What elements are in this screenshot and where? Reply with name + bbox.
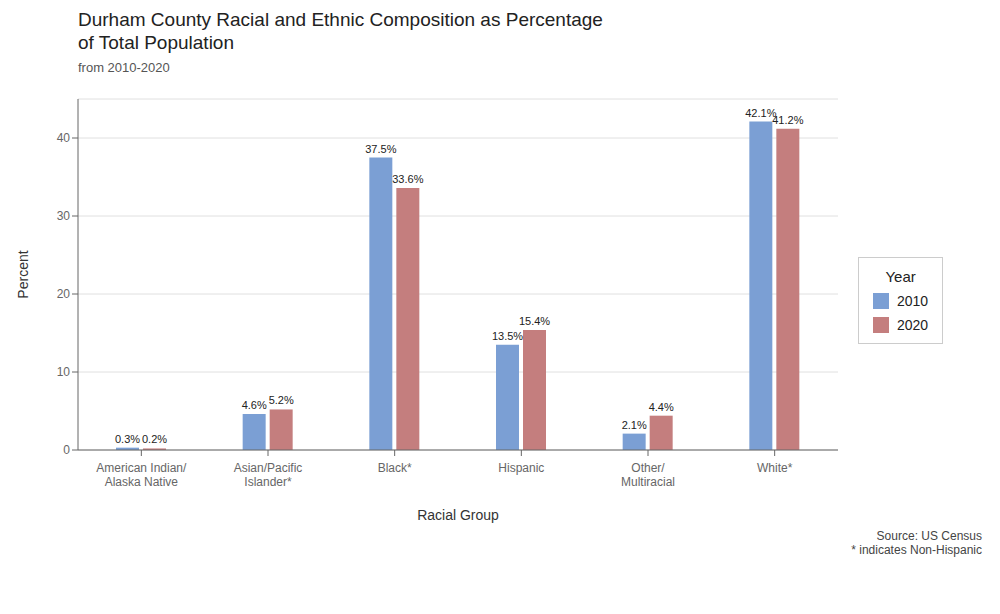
svg-text:42.1%: 42.1%: [745, 106, 777, 119]
svg-text:0.3%: 0.3%: [115, 433, 140, 445]
svg-text:American Indian/Alaska Native: American Indian/Alaska Native: [96, 461, 187, 489]
svg-text:2.1%: 2.1%: [622, 419, 647, 431]
svg-text:Black*: Black*: [378, 461, 412, 475]
svg-text:0.2%: 0.2%: [142, 433, 167, 445]
html-text:Year: Year: [885, 267, 916, 285]
svg-text:33.6%: 33.6%: [392, 173, 423, 185]
svg-text:30: 30: [57, 209, 71, 223]
html-text:2020: 2020: [897, 316, 929, 333]
svg-text:4.6%: 4.6%: [242, 399, 267, 411]
html-text:from 2010-2020: from 2010-2020: [78, 60, 170, 75]
svg-text:40: 40: [57, 131, 71, 145]
html-text:Source: US Census * indicates: Source: US Census * indicates Non-Hispan…: [851, 529, 982, 557]
svg-text:Racial Group: Racial Group: [417, 507, 499, 523]
svg-text:13.5%: 13.5%: [492, 330, 523, 342]
html-text:Durham County Racial and Ethni: Durham County Racial and Ethnic Composit…: [78, 9, 603, 53]
svg-text:41.2%: 41.2%: [772, 114, 803, 126]
svg-text:Percent: Percent: [15, 250, 31, 298]
svg-text:Asian/PacificIslander*: Asian/PacificIslander*: [234, 461, 303, 489]
svg-text:0: 0: [63, 443, 70, 457]
svg-text:Hispanic: Hispanic: [498, 461, 544, 475]
html-text:2010: 2010: [897, 292, 929, 309]
svg-text:37.5%: 37.5%: [365, 143, 396, 155]
svg-text:White*: White*: [757, 461, 793, 475]
svg-text:20: 20: [57, 287, 71, 301]
svg-text:15.4%: 15.4%: [519, 315, 550, 327]
svg-text:5.2%: 5.2%: [269, 394, 294, 406]
svg-text:Other/Multiracial: Other/Multiracial: [621, 461, 675, 489]
svg-text:10: 10: [57, 365, 71, 379]
svg-text:4.4%: 4.4%: [649, 401, 674, 413]
